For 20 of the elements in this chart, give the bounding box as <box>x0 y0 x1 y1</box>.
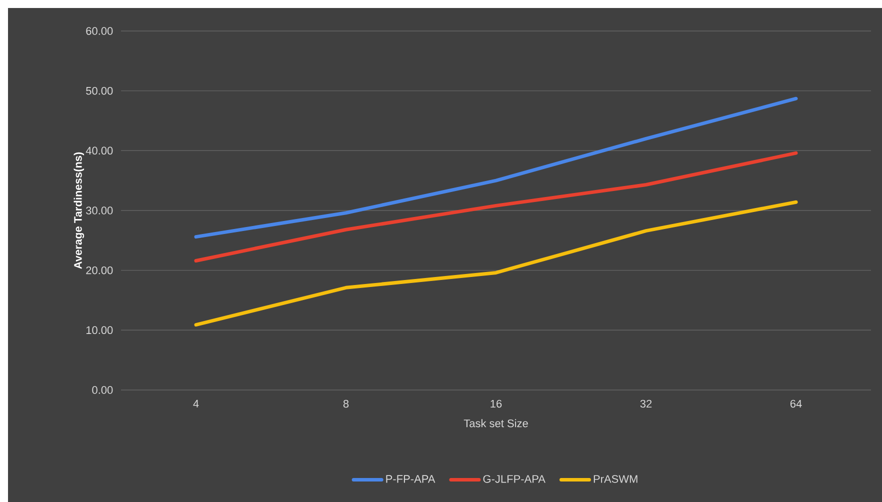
x-tick-label: 32 <box>640 400 652 408</box>
y-tick-label: 20.00 <box>86 266 113 274</box>
x-axis-title: Task set Size <box>464 419 528 428</box>
line-series <box>194 151 798 262</box>
x-tick-label: 16 <box>490 400 502 408</box>
y-tick-label: 30.00 <box>86 206 113 214</box>
x-tick-label: 64 <box>790 400 802 408</box>
y-tick-label: 10.00 <box>86 326 113 334</box>
line-series <box>194 96 798 239</box>
y-tick-label: 40.00 <box>86 146 113 155</box>
x-tick-label: 8 <box>343 400 349 408</box>
legend-label: P-FP-APA <box>386 475 436 483</box>
legend-label: PrASWM <box>594 475 638 483</box>
x-tick-label: 4 <box>193 400 199 408</box>
line-series <box>194 200 798 327</box>
legend-label: G-JLFP-APA <box>483 475 546 483</box>
y-tick-label: 50.00 <box>86 86 113 95</box>
y-tick-label: 60.00 <box>86 27 113 35</box>
y-axis-title: Average Tardiness(ns) <box>74 152 84 269</box>
y-tick-label: 0.00 <box>92 386 113 394</box>
